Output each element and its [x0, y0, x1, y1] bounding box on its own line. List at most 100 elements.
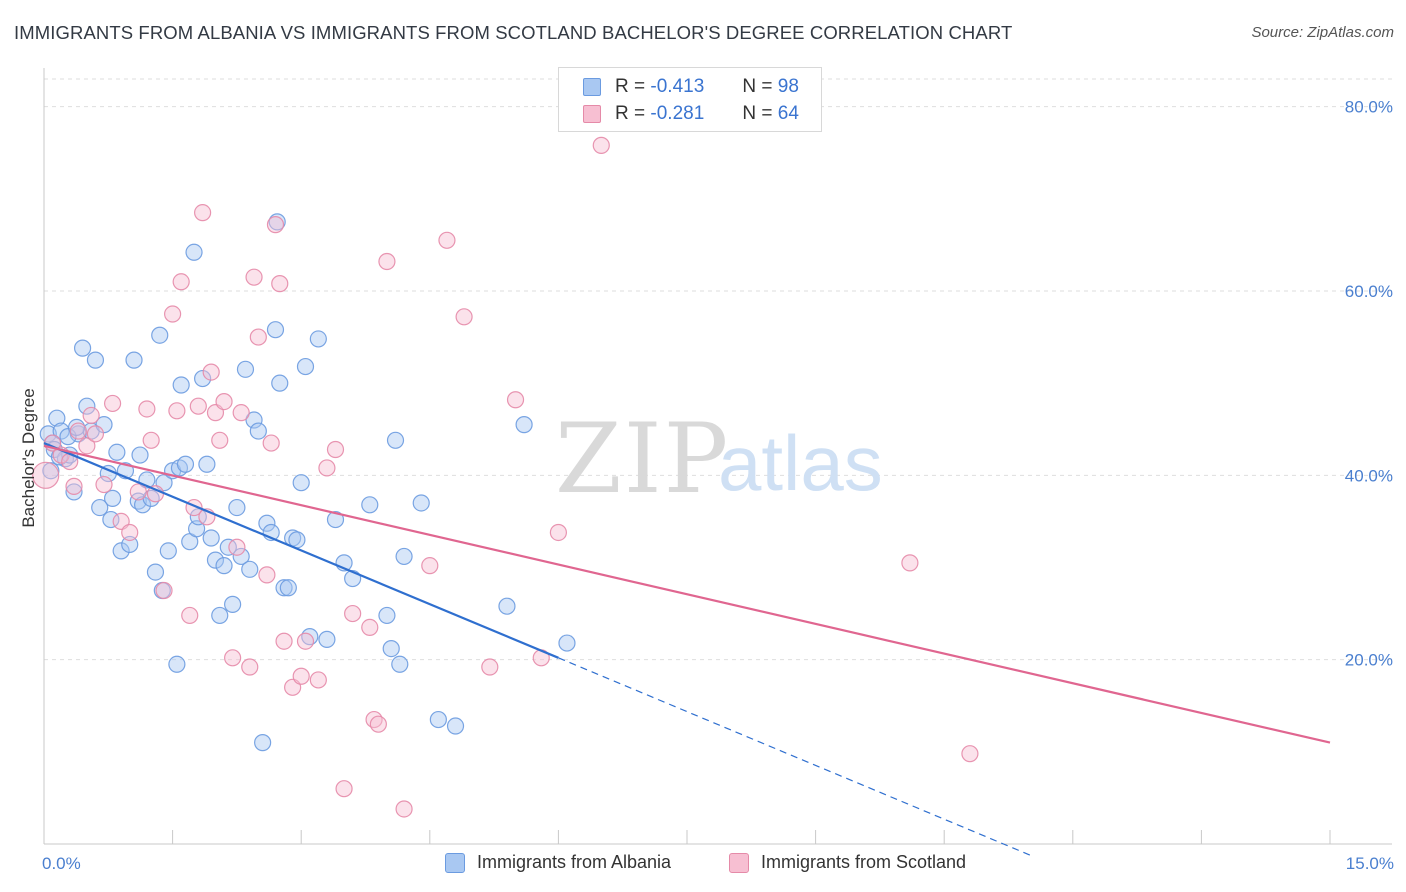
scotland-point	[292, 667, 310, 685]
albania-point	[194, 369, 212, 388]
data-points	[32, 136, 979, 818]
albania-point	[236, 360, 255, 378]
scotland-point	[296, 632, 315, 650]
albania-point	[275, 579, 293, 597]
albania-point	[91, 498, 109, 517]
legend-item-albania[interactable]: Immigrants from Albania	[445, 852, 671, 873]
scotland-point	[262, 434, 280, 452]
scotland-point	[138, 400, 156, 418]
albania-trend-line	[43, 442, 559, 659]
scotland-point	[194, 204, 212, 222]
albania-point	[386, 431, 405, 449]
albania-point	[95, 416, 113, 434]
scotland-trend-line	[43, 444, 1331, 744]
albania-point	[296, 357, 315, 376]
scotland-point	[121, 523, 139, 542]
albania-point	[429, 710, 447, 729]
n-value: 64	[777, 103, 799, 124]
albania-point	[86, 351, 105, 369]
albania-point	[249, 422, 267, 440]
scotland-point	[224, 649, 242, 667]
scotland-point	[258, 566, 276, 584]
chart-title: IMMIGRANTS FROM ALBANIA VS IMMIGRANTS FR…	[14, 22, 1013, 43]
scotland-point	[361, 618, 379, 637]
scotland-point	[211, 431, 229, 449]
albania-point	[198, 455, 216, 473]
y-tick-label-2: 60.0%	[1345, 282, 1393, 301]
legend-item-scotland[interactable]: Immigrants from Scotland	[729, 852, 966, 873]
albania-point	[558, 634, 576, 652]
scotland-point	[275, 632, 293, 650]
albania-point	[412, 494, 430, 512]
scotland-point	[189, 397, 207, 415]
scotland-point	[69, 422, 87, 440]
albania-point	[146, 563, 165, 581]
albania-point	[168, 655, 186, 673]
albania-point	[112, 542, 130, 560]
scotland-point	[326, 440, 345, 459]
scotland-point	[202, 363, 220, 381]
watermark-atlas: atlas	[718, 419, 883, 507]
albania-point	[202, 529, 220, 547]
scotland-point	[335, 780, 353, 798]
scotland-point	[249, 328, 267, 346]
r-label: R =	[615, 76, 646, 97]
trend-lines	[43, 442, 1331, 856]
albania-point	[241, 560, 259, 578]
scotland-point	[82, 406, 100, 425]
scotland-point	[901, 554, 919, 572]
scotland-point	[481, 658, 499, 676]
albania-point	[73, 339, 92, 357]
albania-point	[206, 551, 225, 569]
legend-swatch-scotland	[729, 852, 749, 873]
albania-point	[108, 443, 126, 461]
albania-point	[318, 630, 336, 648]
scotland-point	[232, 404, 250, 422]
scotland-point	[395, 800, 413, 818]
r-value: -0.413	[650, 76, 705, 97]
scotland-point	[65, 477, 83, 495]
scotland-point	[172, 273, 190, 291]
scotland-point	[155, 581, 173, 600]
scotland-point	[549, 523, 568, 542]
albania-point	[224, 595, 242, 613]
scotland-point	[181, 606, 199, 625]
albania-point	[515, 416, 533, 434]
swatch-scotland	[583, 105, 601, 123]
scotland-point	[142, 431, 160, 449]
albania-point	[131, 446, 149, 464]
scotland-point	[129, 483, 147, 501]
albania-point	[498, 597, 516, 615]
albania-point	[176, 455, 195, 473]
y-axis-title: Bachelor's Degree	[19, 388, 38, 527]
albania-trend-extension	[558, 657, 1031, 856]
r-value: -0.281	[650, 103, 705, 124]
stats-legend: R = -0.413 N = 98 R = -0.281 N = 64	[558, 67, 822, 132]
series-legend: Immigrants from Albania Immigrants from …	[0, 852, 1406, 876]
scotland-point	[103, 394, 122, 413]
albania-point	[361, 496, 379, 514]
albania-point	[48, 409, 66, 427]
scotland-point	[961, 745, 979, 763]
x-tick-label-1: 15.0%	[1346, 854, 1394, 873]
swatch-albania	[583, 78, 601, 96]
albania-point	[172, 376, 190, 394]
legend-label-albania: Immigrants from Albania	[477, 852, 672, 872]
scotland-point	[271, 275, 289, 293]
scotland-point	[32, 461, 60, 489]
x-tick-label-0: 0.0%	[42, 854, 81, 873]
scotland-point	[266, 216, 285, 234]
n-label: N =	[742, 76, 773, 97]
scotland-point	[168, 402, 186, 420]
albania-point	[245, 411, 263, 429]
stats-legend-row-scotland: R = -0.281 N = 64	[559, 99, 799, 129]
albania-point	[59, 428, 77, 446]
albania-point	[279, 579, 297, 597]
albania-point	[292, 474, 310, 492]
scotland-point	[378, 252, 396, 271]
albania-point	[133, 496, 152, 514]
albania-point	[326, 510, 345, 529]
scotland-point	[95, 475, 113, 494]
albania-point	[378, 606, 396, 625]
